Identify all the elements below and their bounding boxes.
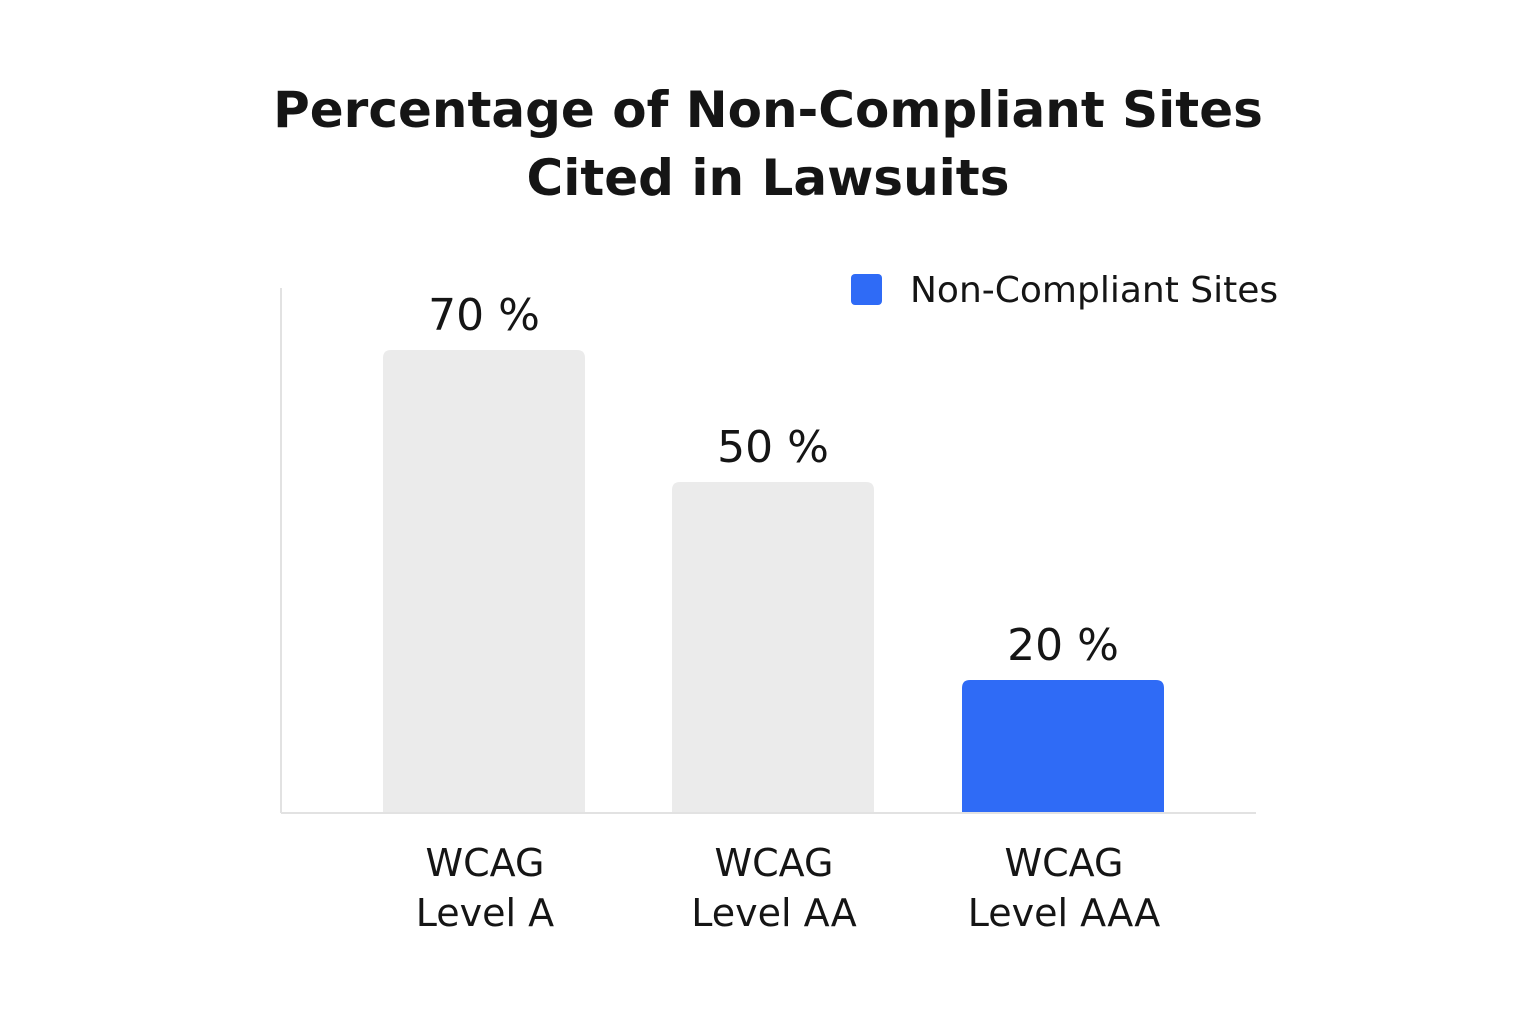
axes (280, 288, 1256, 814)
bars (383, 350, 1164, 812)
category-label-2-line-1: WCAG (715, 841, 834, 885)
category-label-1-line-2: Level A (416, 891, 554, 935)
legend-label: Non-Compliant Sites (910, 270, 1278, 311)
legend-swatch (851, 274, 882, 305)
chart-title-line-2: Cited in Lawsuits (526, 149, 1010, 207)
bar-2 (672, 482, 874, 812)
chart-title: Percentage of Non-Compliant Sites Cited … (0, 76, 1536, 212)
value-label-2: 50 % (717, 422, 829, 473)
category-labels: WCAG Level A WCAG Level AA WCAG Level AAA (416, 841, 1160, 935)
value-label-3: 20 % (1007, 620, 1119, 671)
category-label-2-line-2: Level AA (691, 891, 856, 935)
bar-1 (383, 350, 585, 812)
category-label-3-line-1: WCAG (1005, 841, 1124, 885)
value-labels: 70 % 50 % 20 % (428, 290, 1119, 671)
bar-3 (962, 680, 1164, 812)
legend: Non-Compliant Sites (851, 270, 1278, 311)
category-label-1-line-1: WCAG (426, 841, 545, 885)
value-label-1: 70 % (428, 290, 540, 341)
chart-title-line-1: Percentage of Non-Compliant Sites (273, 81, 1263, 139)
category-label-3-line-2: Level AAA (968, 891, 1161, 935)
